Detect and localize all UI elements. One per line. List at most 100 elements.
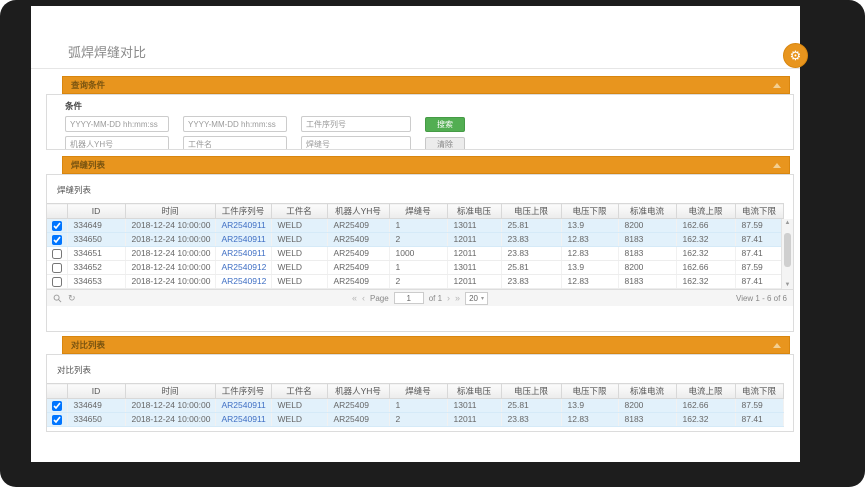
cell: 87.41 xyxy=(735,232,784,247)
next-page-icon[interactable]: › xyxy=(447,292,451,303)
cell: AR25409 xyxy=(327,232,390,247)
compare-panel-header[interactable]: 对比列表 xyxy=(62,336,790,354)
cell: 13011 xyxy=(447,260,502,275)
table-row[interactable]: 334650 2018-12-24 10:00:00 AR2540911 WELD AR… xyxy=(47,412,784,427)
first-page-icon[interactable]: « xyxy=(352,292,358,303)
column-header[interactable]: 标准电压 xyxy=(447,203,502,219)
cell: AR2540911 xyxy=(215,398,272,413)
workpiece-serial-input[interactable] xyxy=(301,116,411,132)
serial-link[interactable]: AR2540911 xyxy=(221,248,266,258)
search-panel-body: 条件 搜索 清除 xyxy=(46,94,794,150)
search-panel-header[interactable]: 查询条件 xyxy=(62,76,790,94)
column-header[interactable]: 焊缝号 xyxy=(389,203,448,219)
cell: 2018-12-24 10:00:00 xyxy=(125,232,216,247)
row-checkbox[interactable] xyxy=(51,220,62,231)
scroll-up-icon[interactable]: ▲ xyxy=(784,220,791,226)
date-to-input[interactable] xyxy=(183,116,287,132)
cell: WELD xyxy=(271,274,328,289)
weld-panel-header[interactable]: 焊缝列表 xyxy=(62,156,790,174)
row-checkbox[interactable] xyxy=(51,276,62,287)
serial-link[interactable]: AR2540911 xyxy=(221,400,266,410)
column-header[interactable]: 工件序列号 xyxy=(215,383,272,399)
column-header[interactable]: ID xyxy=(67,203,126,219)
cell: 23.83 xyxy=(501,232,562,247)
tab-compare-list[interactable]: 对比列表 xyxy=(57,365,92,375)
page-size-select[interactable]: 20 ▾ xyxy=(465,291,488,305)
column-header[interactable]: 电流上限 xyxy=(676,203,736,219)
search-panel-title: 查询条件 xyxy=(71,80,106,90)
title-divider xyxy=(31,68,800,69)
column-header[interactable]: 焊缝号 xyxy=(389,383,448,399)
row-checkbox[interactable] xyxy=(51,414,62,425)
column-header[interactable]: 工件名 xyxy=(271,203,328,219)
page-number-input[interactable] xyxy=(393,292,424,304)
collapse-icon[interactable] xyxy=(773,342,781,348)
select-all-header xyxy=(47,203,68,219)
column-header[interactable]: 工件序列号 xyxy=(215,203,272,219)
column-header[interactable]: 工件名 xyxy=(271,383,328,399)
column-header[interactable]: 机器人YH号 xyxy=(327,383,390,399)
serial-link[interactable]: AR2540911 xyxy=(221,220,266,230)
cell: AR25409 xyxy=(327,398,390,413)
cell: AR2540911 xyxy=(215,246,272,261)
scroll-down-icon[interactable]: ▼ xyxy=(784,282,791,288)
collapse-icon[interactable] xyxy=(773,82,781,88)
column-header[interactable]: 电压上限 xyxy=(501,383,562,399)
workpiece-name-input[interactable] xyxy=(183,136,287,149)
table-row[interactable]: 334649 2018-12-24 10:00:00 AR2540911 WELD AR… xyxy=(47,218,784,233)
tab-weld-list[interactable]: 焊缝列表 xyxy=(57,185,92,195)
row-checkbox[interactable] xyxy=(51,248,62,259)
cell: 8183 xyxy=(618,232,677,247)
column-header[interactable]: 标准电流 xyxy=(618,383,677,399)
condition-label: 条件 xyxy=(65,101,83,111)
row-checkbox[interactable] xyxy=(51,262,62,273)
column-header[interactable]: 标准电流 xyxy=(618,203,677,219)
cell: 2018-12-24 10:00:00 xyxy=(125,246,216,261)
seam-number-input[interactable] xyxy=(301,136,411,149)
column-header[interactable]: 时间 xyxy=(125,203,216,219)
date-from-input[interactable] xyxy=(65,116,169,132)
table-row[interactable]: 334653 2018-12-24 10:00:00 AR2540912 WELD AR… xyxy=(47,274,784,289)
last-page-icon[interactable]: » xyxy=(455,292,461,303)
prev-page-icon[interactable]: ‹ xyxy=(362,292,366,303)
robot-yh-input[interactable] xyxy=(65,136,169,149)
column-header[interactable]: 时间 xyxy=(125,383,216,399)
cell: WELD xyxy=(271,398,328,413)
vertical-scrollbar[interactable]: ▲ ▼ xyxy=(781,219,793,289)
column-header[interactable]: 电压下限 xyxy=(561,383,619,399)
cell: AR2540911 xyxy=(215,232,272,247)
refresh-icon[interactable]: ↻ xyxy=(68,292,76,303)
column-header[interactable]: 电流下限 xyxy=(735,383,784,399)
column-header[interactable]: 机器人YH号 xyxy=(327,203,390,219)
cell: 1000 xyxy=(389,246,448,261)
table-row[interactable]: 334652 2018-12-24 10:00:00 AR2540912 WELD AR… xyxy=(47,260,784,275)
scrollbar-thumb[interactable] xyxy=(784,233,791,267)
row-checkbox[interactable] xyxy=(51,234,62,245)
cell: 87.41 xyxy=(735,274,784,289)
table-row[interactable]: 334650 2018-12-24 10:00:00 AR2540911 WELD AR… xyxy=(47,232,784,247)
chevron-down-icon: ▾ xyxy=(480,295,484,302)
collapse-icon[interactable] xyxy=(773,162,781,168)
serial-link[interactable]: AR2540912 xyxy=(221,262,267,272)
column-header[interactable]: 标准电压 xyxy=(447,383,502,399)
search-panel: 查询条件 条件 搜索 清除 xyxy=(46,76,794,150)
search-button[interactable]: 搜索 xyxy=(425,116,465,132)
cell: 162.66 xyxy=(676,260,736,275)
serial-link[interactable]: AR2540911 xyxy=(221,414,266,424)
column-header[interactable]: 电压下限 xyxy=(561,203,619,219)
row-checkbox[interactable] xyxy=(51,400,62,411)
cell: 162.32 xyxy=(676,274,736,289)
search-icon[interactable] xyxy=(53,294,62,303)
column-header[interactable]: 电流上限 xyxy=(676,383,736,399)
table-row[interactable]: 334649 2018-12-24 10:00:00 AR2540911 WELD AR… xyxy=(47,398,784,413)
column-header[interactable]: 电压上限 xyxy=(501,203,562,219)
column-header[interactable]: ID xyxy=(67,383,126,399)
clear-button[interactable]: 清除 xyxy=(425,136,465,149)
settings-button[interactable]: ⚙ xyxy=(783,43,808,68)
serial-link[interactable]: AR2540912 xyxy=(221,276,267,286)
weld-panel-body: 焊缝列表 ID 时间 工件序列号 工件名 机器人YH号 焊缝号 标准电压 电压上限 电压下限 标准… xyxy=(46,174,794,332)
column-header[interactable]: 电流下限 xyxy=(735,203,784,219)
serial-link[interactable]: AR2540911 xyxy=(221,234,266,244)
table-row[interactable]: 334651 2018-12-24 10:00:00 AR2540911 WELD AR… xyxy=(47,246,784,261)
cell: 12011 xyxy=(447,412,502,427)
